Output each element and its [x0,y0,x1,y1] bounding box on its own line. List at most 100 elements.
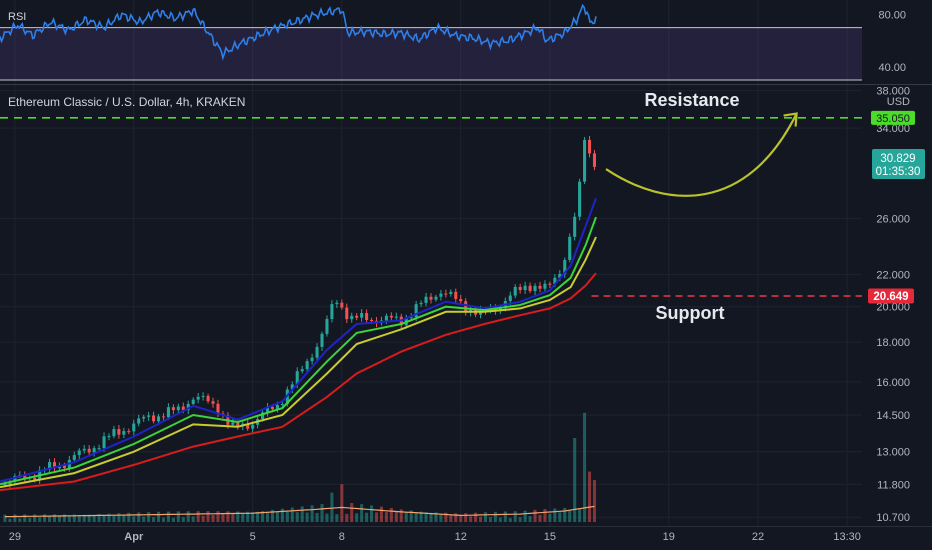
candle-body [261,412,265,420]
volume-bar [488,517,492,522]
volume-bar [275,511,279,522]
candle-body [543,283,547,289]
rsi-line [0,3,597,61]
candle-body [290,384,294,390]
volume-bar [57,516,61,522]
volume-bar [335,514,339,522]
volume-bar [181,517,185,522]
candle-body [355,315,359,318]
volume-bar [171,517,175,522]
candle-body [191,399,195,404]
volume-bar [67,515,71,522]
candle-body [523,285,527,291]
volume-bar [548,513,552,522]
support-annotation: Support [656,303,725,323]
volume-bar [221,514,225,522]
volume-bar [528,516,532,522]
time-tick: 12 [455,531,467,543]
volume-bar [563,507,567,522]
volume-bar [186,511,190,522]
candle-body [389,315,393,318]
candle-body [3,484,7,486]
candle-body [325,319,329,334]
candle-body [236,422,240,427]
volume-bar [285,511,289,522]
time-tick: 8 [339,531,345,543]
volume-bar [87,514,91,522]
volume-bar [280,508,284,522]
candle-body [518,286,522,291]
volume-bar [330,492,334,522]
candle-body [548,283,552,285]
candle-body [424,296,428,303]
candle-body [464,301,468,313]
price-tick: 14.500 [876,410,910,422]
candle-body [295,371,299,385]
volume-bar [454,513,458,522]
volume-bar [265,511,270,522]
volume-bar [340,484,344,522]
volume-bar [573,438,577,522]
volume-bar [558,512,562,522]
volume-bar [419,511,423,522]
volume-bars [3,412,597,522]
ma-mid-line [0,216,597,486]
volume-bar [38,517,42,522]
volume-bar [107,513,111,522]
time-axis[interactable]: 29 Apr 5 8 12 15 19 22 13:30 [9,531,861,543]
volume-bar [43,514,47,522]
volume-bar [251,512,255,522]
candle-body [439,293,443,297]
countdown-label: 01:35:30 [876,166,921,178]
volume-bar [305,512,309,522]
candle-body [335,302,339,305]
candle-body [592,153,597,167]
volume-bar [483,512,488,522]
volume-bar [399,509,403,522]
candle-body [122,431,126,435]
volume-bar [241,512,245,522]
volume-bar [13,514,17,522]
currency-label: USD [887,96,910,108]
candle-body [206,395,210,402]
volume-bar [543,509,547,522]
volume-bar [290,507,294,522]
rsi-panel: RSI 80.00 40.00 [0,3,906,81]
price-axis[interactable]: 38.000 34.000 26.000 22.000 20.000 18.000 16.0… [868,86,925,525]
volume-bar [355,513,359,522]
candle-body [62,465,66,468]
volume-bar [132,516,136,522]
candle-body [414,304,418,318]
volume-bar [236,511,240,522]
volume-bar [414,512,418,522]
candle-body [156,416,161,422]
candle-body [434,296,438,300]
price-tick: 26.000 [876,213,910,225]
volume-bar [270,509,275,522]
candle-body [82,448,86,451]
candle-body [33,477,37,480]
projection-arrow [605,113,798,197]
candle-body [370,320,374,322]
volume-bar [459,516,463,522]
candle-body [320,333,324,347]
candle-body [365,313,369,321]
resistance-tag-label: 35.050 [876,113,910,125]
volume-bar [518,517,522,522]
volume-bar [394,512,398,522]
candle-body [573,216,577,237]
volume-bar [310,505,314,522]
candle-body [429,296,433,300]
volume-bar [102,515,106,522]
volume-bar [523,510,527,522]
candle-body [132,423,136,432]
rsi-price-axis[interactable]: 80.00 40.00 [878,9,906,73]
candle-body [117,429,121,435]
candle-body [181,406,185,411]
candle-body [350,315,354,320]
candle-body [171,407,175,411]
volume-bar [345,513,349,522]
volume-bar [508,517,512,522]
candle-body [176,406,180,411]
candle-body [384,315,388,321]
